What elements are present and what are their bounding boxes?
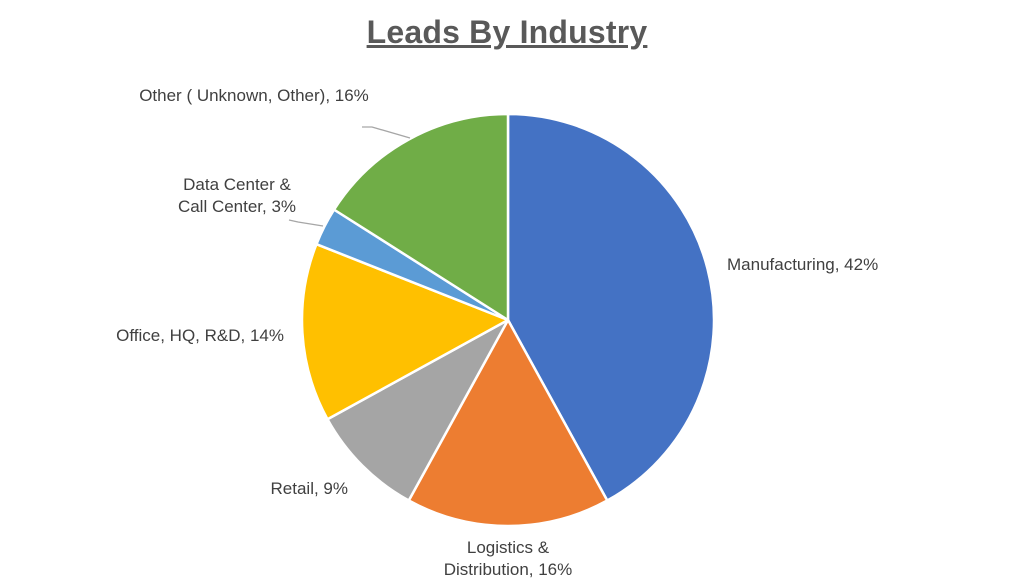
slice-label: Logistics & Distribution, 16% — [444, 538, 573, 579]
slice-label: Other ( Unknown, Other), 16% — [139, 86, 369, 105]
label-leader-lines — [288, 126, 411, 227]
pie-slice-manufacturing — [506, 112, 716, 502]
pie-slice-office-hq-r-d — [300, 242, 510, 421]
pie-slice-logistics-distribution — [407, 318, 609, 528]
pie-slice-other-unknown-other — [332, 112, 510, 322]
slice-label: Office, HQ, R&D, 14% — [116, 326, 284, 345]
slice-label: Manufacturing, 42% — [727, 255, 878, 274]
slice-label: Retail, 9% — [271, 479, 348, 498]
chart-title: Leads By Industry — [366, 14, 648, 50]
slice-labels: Manufacturing, 42% Logistics & Distributio… — [116, 86, 878, 579]
pie-slice-retail — [326, 318, 510, 502]
slice-label: Data Center & Call Center, 3% — [178, 175, 296, 216]
leader-line — [288, 219, 324, 227]
pie-slices — [300, 112, 716, 528]
leader-line — [362, 126, 411, 139]
